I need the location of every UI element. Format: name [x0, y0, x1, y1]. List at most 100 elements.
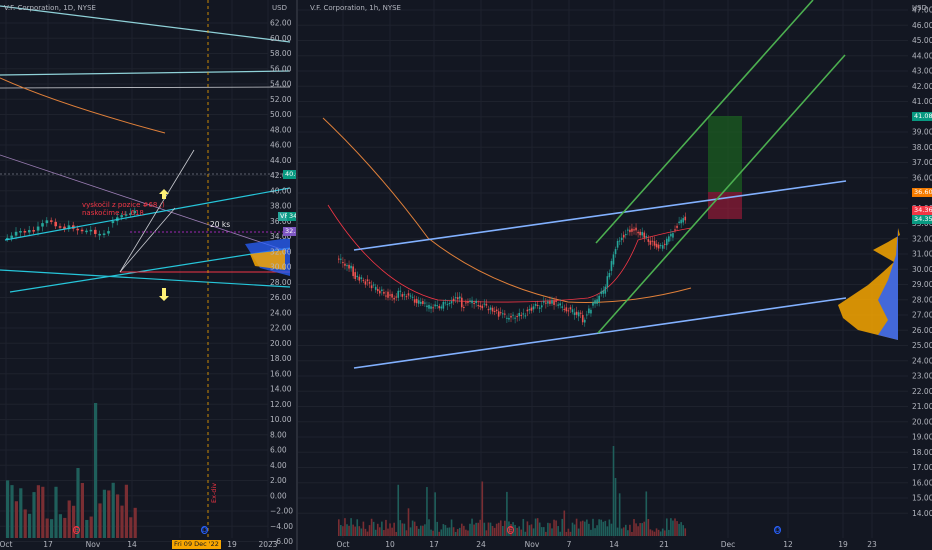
price-axis-label: 21.00 [912, 402, 932, 411]
ascending-channel-bottom[interactable] [353, 297, 847, 369]
currency-label: USD [272, 4, 287, 12]
hourly-grid [298, 0, 908, 538]
hourly-volume-profile-blue [878, 228, 898, 340]
price-axis-label: 56.00 [270, 64, 292, 73]
price-axis-label: 37.00 [912, 158, 932, 167]
price-axis-label: 0.00 [270, 491, 287, 500]
price-axis-label: 26.00 [270, 293, 292, 302]
price-axis-label: 50.00 [270, 110, 292, 119]
long-position-target-zone[interactable] [708, 116, 742, 192]
hourly-chart-pane[interactable]: 47.0046.0045.0044.0043.0042.0041.0040.00… [298, 0, 932, 550]
price-axis-label: 24.00 [912, 356, 932, 365]
daily-chart-pane[interactable]: 62.00 60.00 58.00 56.00 54.00 52.00 50.00 48.00… [0, 0, 296, 550]
price-tag-a: 34.36 [912, 206, 932, 215]
price-axis-label: 44.00 [270, 156, 292, 165]
green-channel-top[interactable] [595, 0, 814, 244]
trendline-upper-left[interactable] [0, 5, 291, 43]
hourly-dividend-icon[interactable]: D [774, 526, 781, 534]
price-axis-label: 30.00 [912, 265, 932, 274]
purple-price-tag: 32.57 [283, 227, 296, 236]
price-axis-label: 22.00 [912, 387, 932, 396]
time-axis-label: Nov [86, 540, 101, 549]
hourly-ma-200 [322, 117, 692, 303]
hourly-chart-canvas[interactable]: 47.0046.0045.0044.0043.0042.0041.0040.00… [298, 0, 932, 550]
price-axis-label: 48.00 [270, 125, 292, 134]
price-axis-label: 40.00 [270, 186, 292, 195]
price-axis-label: 42.00 [912, 82, 932, 91]
price-axis-label: 18.00 [270, 354, 292, 363]
entry-price-tag: 36.60 [912, 188, 932, 197]
pane-divider[interactable] [296, 0, 298, 550]
hourly-time-axis[interactable]: Oct 10 17 24 Nov 7 14 21 Dec 12 19 23 [337, 540, 877, 549]
daily-price-axis[interactable]: 62.00 60.00 58.00 56.00 54.00 52.00 50.00 48.00… [270, 19, 293, 547]
price-axis-label: 46.00 [270, 141, 292, 150]
price-axis-label: 4.00 [270, 461, 287, 470]
price-axis-label: 24.00 [270, 308, 292, 317]
price-axis-label: 16.00 [270, 369, 292, 378]
price-axis-label: 25.00 [912, 341, 932, 350]
time-axis-label: 24 [476, 540, 486, 549]
time-axis-label: 12 [783, 540, 793, 549]
annotation-line-2: naskočime u .618 [82, 209, 144, 217]
ma-200-line [0, 77, 166, 134]
price-axis-label: 17.00 [912, 463, 932, 472]
time-axis-label: Oct [337, 540, 350, 549]
price-axis-label: −4.00 [270, 522, 293, 531]
horizontal-line-52[interactable] [0, 86, 291, 89]
price-axis-label: 30.00 [270, 263, 292, 272]
price-axis-label: 20.00 [270, 339, 292, 348]
target-price-tag: 41.08 [912, 112, 932, 121]
annotation-line-1: vyskočil z pozice #68 ;) [82, 201, 165, 209]
fib-line-2[interactable] [119, 207, 176, 273]
time-axis-label: 19 [227, 540, 237, 549]
price-axis-label: 44.00 [912, 51, 932, 60]
price-axis-label: 46.00 [912, 21, 932, 30]
price-axis-label: 28.00 [912, 295, 932, 304]
channel-bottom-line[interactable] [9, 247, 291, 293]
price-axis-label: 12.00 [270, 400, 292, 409]
size-label: 20 ks [210, 220, 231, 229]
green-channel-bottom[interactable] [597, 54, 846, 334]
price-axis-label: 19.00 [912, 433, 932, 442]
price-axis-label: 39.00 [912, 128, 932, 137]
horizontal-line-54[interactable] [0, 70, 291, 76]
trendline-falling[interactable] [0, 154, 291, 253]
time-axis-label: 19 [838, 540, 848, 549]
price-axis-label: 38.00 [270, 202, 292, 211]
price-axis-label: 29.00 [912, 280, 932, 289]
time-axis-label: 14 [127, 540, 137, 549]
hourly-volume-bars [338, 446, 687, 536]
hourly-price-axis[interactable]: 47.0046.0045.0044.0043.0042.0041.0040.00… [912, 6, 932, 518]
hourly-currency-label: USD [912, 4, 927, 12]
price-axis-label: 34.00 [270, 232, 292, 241]
price-axis-label: 28.00 [270, 278, 292, 287]
price-axis-label: 22.00 [270, 324, 292, 333]
price-axis-label: 16.00 [912, 478, 932, 487]
price-tag-b: 34.35 [912, 215, 932, 224]
hourly-earnings-icon[interactable]: E [507, 526, 514, 534]
price-tag-40: 40.06 [283, 170, 296, 179]
dividend-icon[interactable]: D [201, 526, 208, 534]
daily-chart-canvas[interactable]: 62.00 60.00 58.00 56.00 54.00 52.00 50.00 48.00… [0, 0, 296, 550]
daily-volume-bars [6, 403, 137, 538]
price-axis-label: 23.00 [912, 372, 932, 381]
price-axis-label: 52.00 [270, 95, 292, 104]
price-axis-label: 20.00 [912, 417, 932, 426]
ex-div-label: Ex-div [210, 482, 218, 503]
time-axis-label: Dec [721, 540, 736, 549]
time-axis-label: 7 [567, 540, 572, 549]
time-axis-label: 17 [43, 540, 53, 549]
fib-line[interactable] [119, 149, 195, 273]
arrow-up-icon [159, 288, 169, 301]
hourly-chart-title: V.F. Corporation, 1h, NYSE [310, 4, 401, 12]
ticker-tag: VFC [278, 212, 295, 221]
support-line[interactable] [0, 269, 291, 288]
date-cursor-label: Fri 09 Dec '22 [172, 540, 221, 549]
time-axis-label: 10 [385, 540, 395, 549]
price-axis-label: 2.00 [270, 476, 287, 485]
daily-grid [0, 0, 269, 542]
ascending-channel-top[interactable] [353, 180, 847, 251]
channel-top-line[interactable] [4, 187, 291, 241]
earnings-icon[interactable]: E [73, 526, 80, 534]
price-axis-label: 47.00 [912, 6, 932, 15]
